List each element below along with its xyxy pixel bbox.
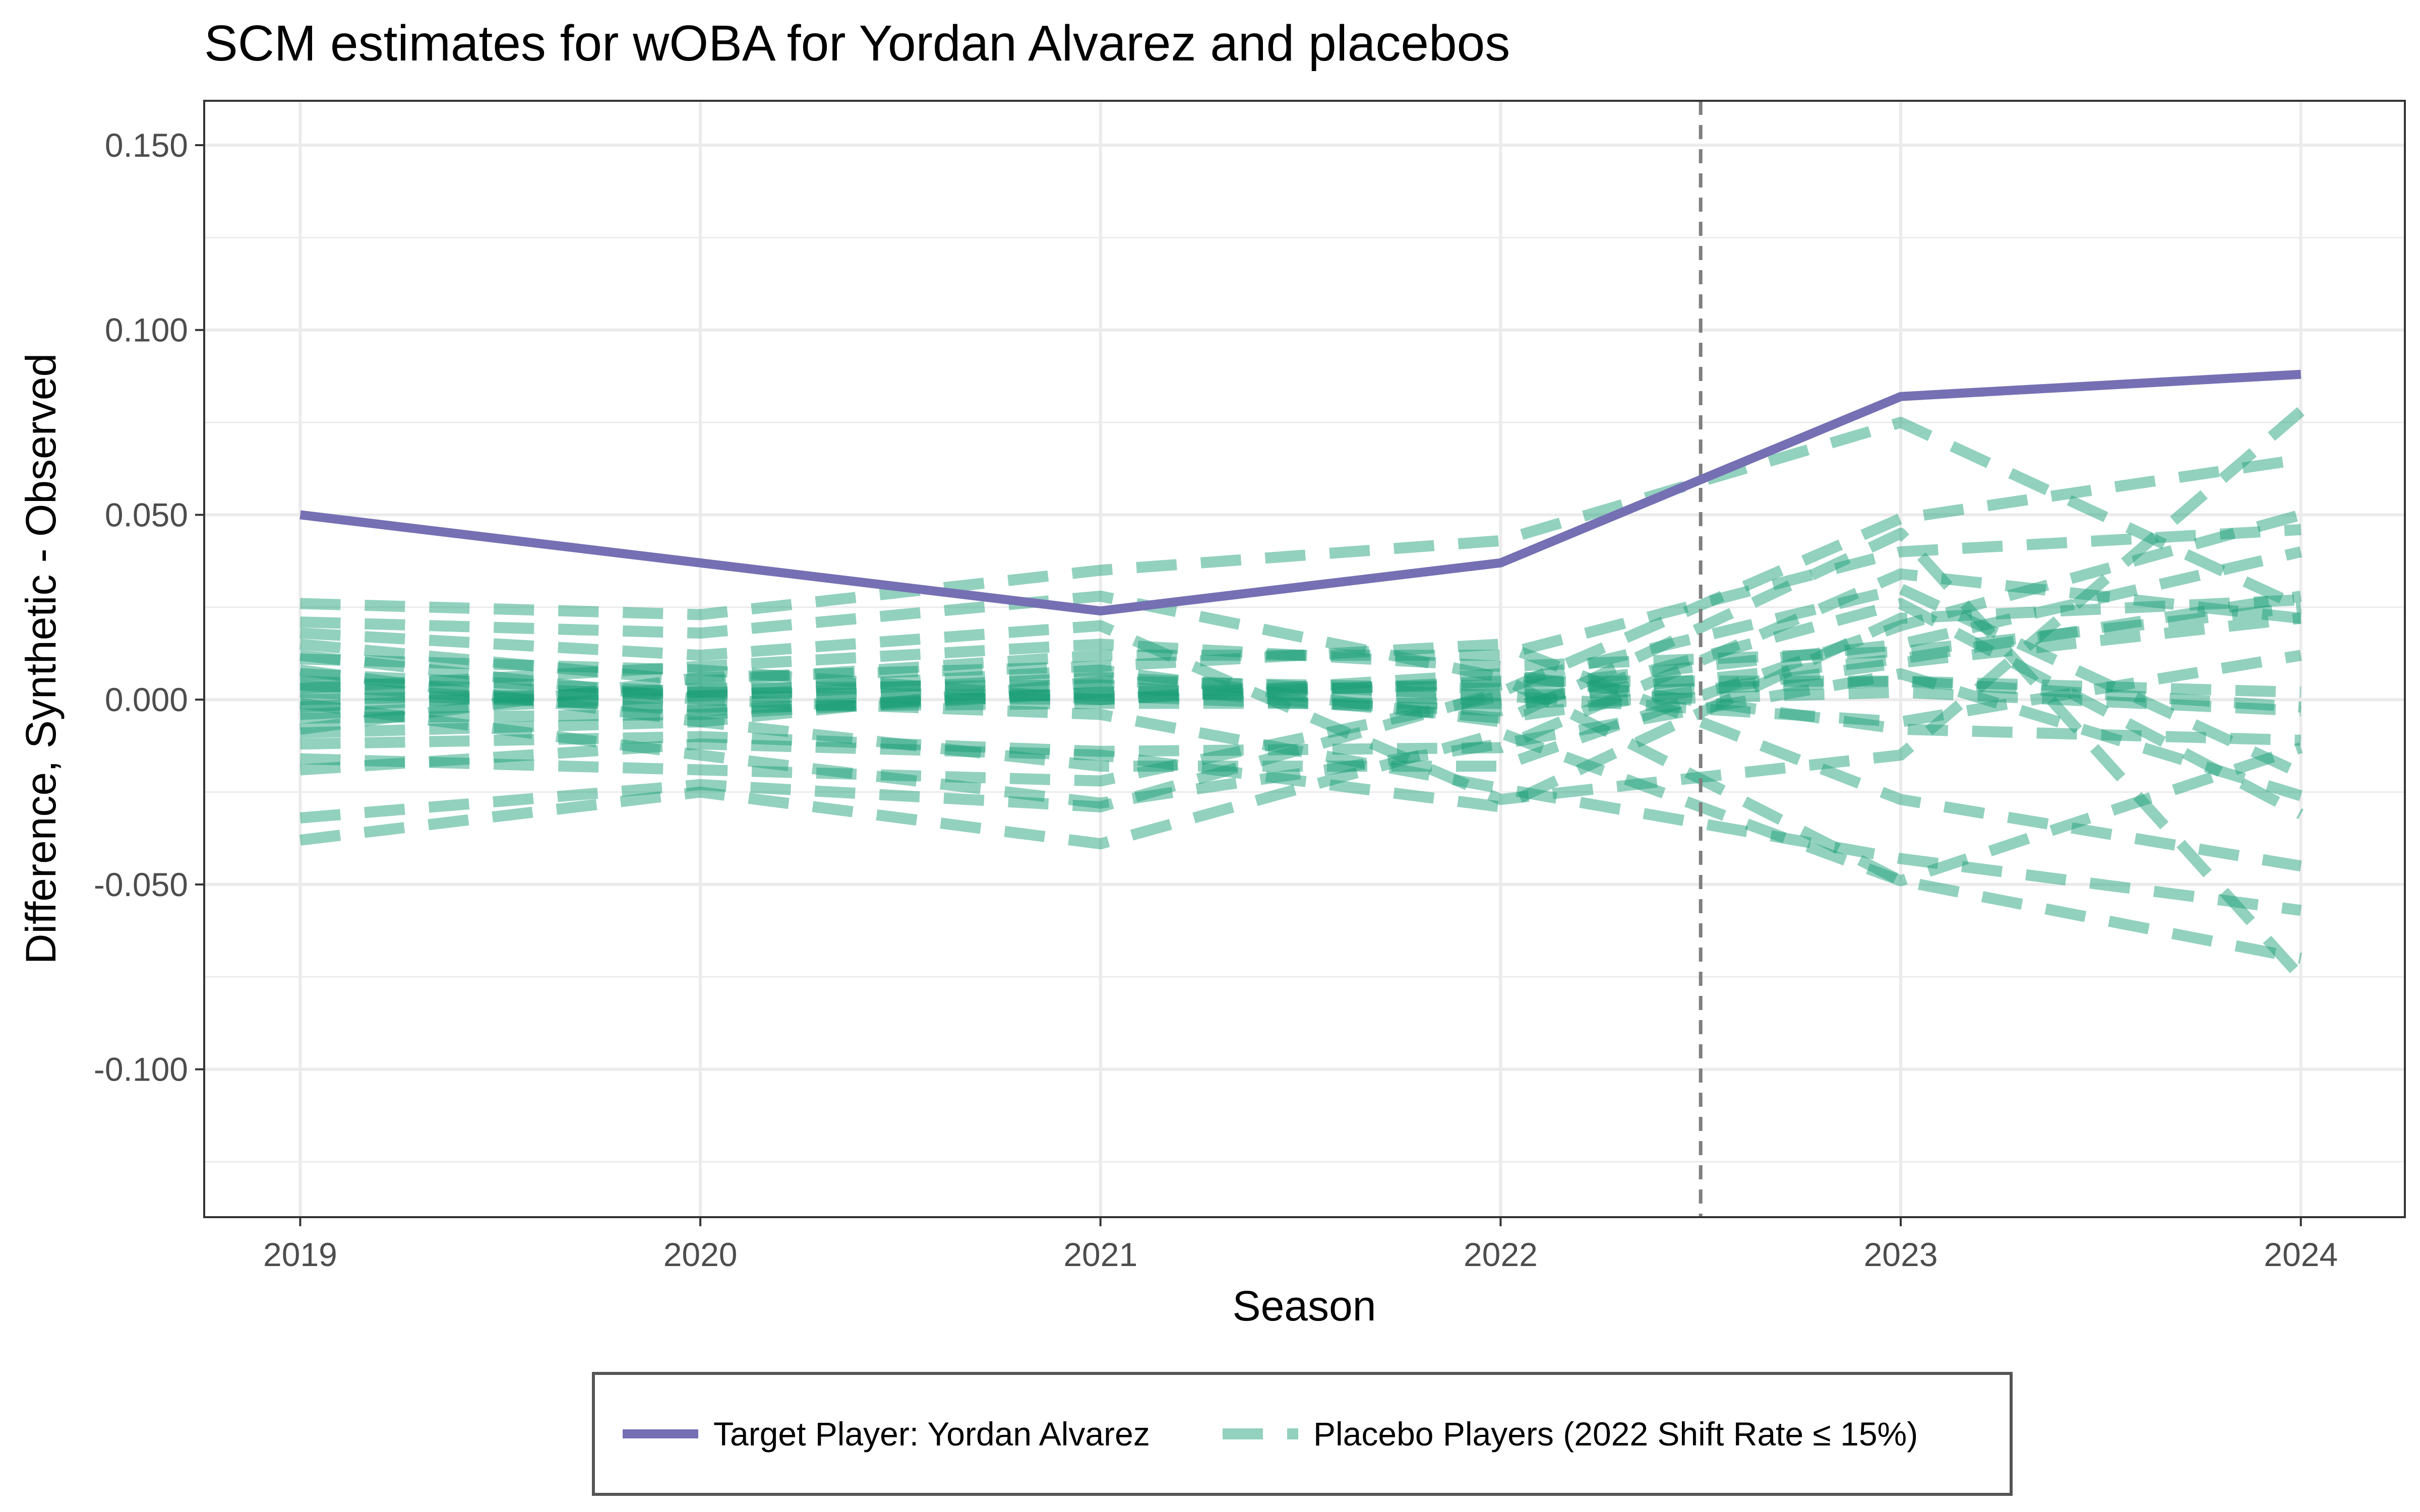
placebo-series-line [299,509,2303,772]
placebo-series-line [299,672,2302,720]
placebo-series-line [300,546,2303,739]
placebo-series-line [299,727,2303,887]
y-tick-label: -0.100 [94,1051,188,1088]
x-tick-label: 2019 [263,1236,337,1273]
placebo-series-line [300,653,2301,746]
x-tick-label: 2022 [1464,1236,1538,1273]
y-tick-label: 0.050 [105,496,188,533]
legend: Target Player: Yordan Alvarez Placebo Pla… [592,1372,2013,1496]
placebo-series-line [300,583,2304,779]
chart-title: SCM estimates for wOBA for Yordan Alvare… [204,15,1510,72]
y-tick-label: 0.100 [105,311,188,349]
placebo-series-line [299,454,2302,824]
x-tick-label: 2023 [1864,1236,1938,1273]
x-tick-label: 2021 [1063,1236,1137,1273]
placebo-series-line [299,639,2302,872]
x-tick-label: 2020 [663,1236,738,1273]
placebo-series-line [300,675,2301,706]
placebo-series-line [300,568,2302,757]
legend-label: Target Player: Yordan Alvarez [713,1415,1150,1453]
legend-items: Target Player: Yordan Alvarez Placebo Pla… [623,1415,1918,1453]
y-tick-label: 0.000 [105,681,188,718]
placebo-series-line [299,650,2302,916]
target-series-line [299,369,2302,616]
placebo-series-line [299,594,2302,812]
placebo-series-line [299,528,2305,981]
placebo-series-line [299,668,2303,809]
y-tick-label: -0.050 [94,866,188,903]
legend-box [592,1372,2013,1496]
placebo-series-line [299,407,2305,805]
series-lines [299,101,2305,1217]
placebo-series-line [300,590,2302,964]
axes: 0.150 0.100 0.050 0.000 -0.050 -0.100 2019 2020… [94,127,2338,1273]
x-axis-title: Season [1233,1282,1376,1330]
y-axis-title: Difference, Synthetic - Observed [17,353,65,964]
y-tick-label: 0.150 [105,127,188,164]
legend-label: Placebo Players (2022 Shift Rate ≤ 15%) [1313,1415,1918,1453]
placebo-series-line [299,590,2302,717]
placebo-series-line [299,612,2302,724]
placebo-series-line [300,417,2304,620]
plot-background [204,101,2405,1217]
grid [204,101,2405,1217]
placebo-series-line [300,598,2304,820]
plot-border [203,100,2406,1218]
placebo-series-line [300,650,2302,787]
x-tick-label: 2024 [2264,1236,2338,1273]
placebo-series-line [299,524,2302,687]
placebo-series-line [300,686,2302,717]
placebo-series-line [299,601,2302,695]
